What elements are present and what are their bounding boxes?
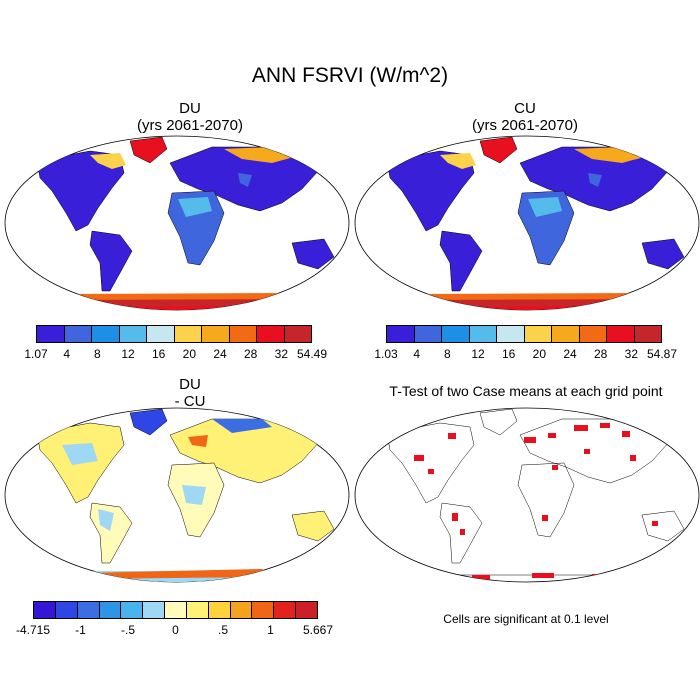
- colorbar-cu-cell: [607, 326, 635, 342]
- colorbar-du-cell: [257, 326, 285, 342]
- colorbar-diff-cell: [296, 602, 317, 618]
- map-cu: [354, 135, 700, 311]
- colorbar-du-tick-label: 28: [243, 347, 258, 361]
- colorbar-cu-tick-label: 20: [532, 347, 547, 361]
- colorbar-diff-cell: [121, 602, 144, 618]
- panel-cu-title: CU (yrs 2061-2070): [360, 100, 690, 134]
- colorbar-diff-cell: [34, 602, 56, 618]
- colorbar-du-cell: [37, 326, 65, 342]
- colorbar-diff-cell: [230, 602, 253, 618]
- colorbar-diff-tick-label: 5.667: [302, 623, 334, 637]
- colorbar-cu-tick-label: 12: [471, 347, 485, 361]
- colorbar-cu: [386, 325, 662, 343]
- colorbar-du-tick-label: 54.49: [296, 347, 328, 361]
- colorbar-cu-tick-label: 54.87: [646, 347, 678, 361]
- panel-ttest-title: T-Test of two Case means at each grid po…: [389, 383, 663, 399]
- significance-note: Cells are significant at 0.1 level: [443, 612, 609, 626]
- colorbar-cu-tick-label: 28: [593, 347, 608, 361]
- colorbar-cu-tick-label: 24: [563, 347, 577, 361]
- colorbar-diff-cell: [77, 602, 100, 618]
- colorbar-du-tick-label: 24: [213, 347, 227, 361]
- colorbar-diff-tick-label: -.5: [120, 623, 136, 637]
- colorbar-cu-tick-label: 32: [624, 347, 639, 361]
- map-ttest-significant-cells: [414, 423, 658, 580]
- colorbar-cu-cell: [442, 326, 470, 342]
- colorbar-du-cell: [174, 326, 202, 342]
- colorbar-diff-labels: -4.715 -1 -.5 0 .5 1 5.667: [16, 623, 333, 639]
- colorbar-du-cell: [229, 326, 257, 342]
- panel-cu-years: (yrs 2061-2070): [472, 117, 578, 134]
- colorbar-du-cell: [147, 326, 175, 342]
- colorbar-cu-cell: [414, 326, 442, 342]
- colorbar-du-tick-label: 4: [63, 347, 70, 361]
- colorbar-du-cell: [202, 326, 230, 342]
- colorbar-cu-tick-label: 8: [443, 347, 451, 361]
- colorbar-diff-cell: [55, 602, 78, 618]
- colorbar-cu-cell: [387, 326, 415, 342]
- colorbar-du: [36, 325, 312, 343]
- colorbar-du-cell: [119, 326, 147, 342]
- figure-title: ANN FSRVI (W/m^2): [251, 64, 449, 87]
- colorbar-diff-cell: [186, 602, 209, 618]
- colorbar-diff-cell: [208, 602, 231, 618]
- colorbar-diff-tick-label: -4.715: [15, 623, 51, 637]
- colorbar-cu-cell: [552, 326, 580, 342]
- map-ttest: [354, 407, 700, 583]
- colorbar-cu-cell: [469, 326, 497, 342]
- colorbar-cu-labels: 1.03 4 8 12 16 20 24 28 32 54.87: [374, 347, 677, 363]
- colorbar-cu-tick-label: 4: [413, 347, 420, 361]
- colorbar-diff-tick-label: 1: [267, 623, 274, 637]
- colorbar-diff-tick-label: .5: [217, 623, 229, 637]
- colorbar-du-tick-label: 16: [151, 347, 166, 361]
- panel-cu-name: CU: [514, 100, 536, 117]
- colorbar-diff-cell: [165, 602, 187, 618]
- colorbar-diff-cell: [274, 602, 297, 618]
- colorbar-cu-cell: [497, 326, 525, 342]
- colorbar-diff-tick-label: -1: [75, 623, 86, 637]
- colorbar-diff-cell: [252, 602, 275, 618]
- colorbar-diff-cell: [99, 602, 122, 618]
- panel-du-title: DU (yrs 2061-2070): [25, 100, 355, 134]
- panel-du-name: DU: [179, 100, 201, 117]
- colorbar-du-tick-label: 32: [274, 347, 289, 361]
- colorbar-du-labels: 1.07 4 8 12 16 20 24 28 32 54.49: [24, 347, 327, 363]
- panel-diff-sub: - CU: [174, 393, 206, 410]
- colorbar-diff: [33, 601, 318, 619]
- colorbar-cu-cell: [634, 326, 661, 342]
- panel-du-years: (yrs 2061-2070): [137, 117, 243, 134]
- colorbar-du-cell: [64, 326, 92, 342]
- colorbar-du-tick-label: 1.07: [24, 347, 48, 361]
- colorbar-du-tick-label: 20: [182, 347, 197, 361]
- colorbar-diff-cell: [143, 602, 166, 618]
- map-du: [4, 135, 350, 311]
- colorbar-cu-cell: [524, 326, 552, 342]
- panel-diff-title: DU - CU: [25, 376, 355, 410]
- panel-diff-name: DU: [179, 376, 201, 393]
- colorbar-cu-tick-label: 1.03: [374, 347, 398, 361]
- colorbar-du-cell: [284, 326, 311, 342]
- colorbar-diff-tick-label: 0: [172, 623, 179, 637]
- colorbar-du-tick-label: 8: [93, 347, 101, 361]
- map-diff: [4, 407, 350, 583]
- colorbar-du-cell: [92, 326, 120, 342]
- map-cu-land: [357, 136, 697, 310]
- colorbar-cu-tick-label: 16: [501, 347, 516, 361]
- colorbar-cu-cell: [579, 326, 607, 342]
- colorbar-du-tick-label: 12: [121, 347, 135, 361]
